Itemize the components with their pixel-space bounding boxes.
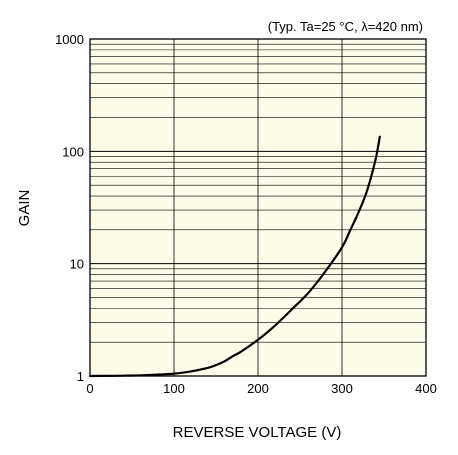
x-axis-label: REVERSE VOLTAGE (V) [173, 424, 342, 441]
x-tick-label: 0 [86, 381, 93, 396]
gain-curve [88, 135, 381, 378]
y-tick-labels: 1 10 100 1000 [55, 32, 84, 384]
y-tick-label: 10 [70, 257, 84, 272]
x-tick-label: 200 [247, 381, 269, 396]
x-tick-label: 300 [331, 381, 353, 396]
grid [90, 39, 426, 376]
x-tick-label: 400 [415, 381, 437, 396]
x-tick-labels: 0 100 200 300 400 [86, 381, 436, 396]
y-tick-label: 1 [77, 369, 84, 384]
y-axis-label: GAIN [16, 190, 33, 227]
condition-note: (Typ. Ta=25 °C, λ=420 nm) [268, 19, 423, 34]
x-tick-label: 100 [163, 381, 185, 396]
y-tick-label: 1000 [55, 32, 84, 47]
plot-frame [89, 38, 427, 377]
y-tick-label: 100 [62, 144, 84, 159]
